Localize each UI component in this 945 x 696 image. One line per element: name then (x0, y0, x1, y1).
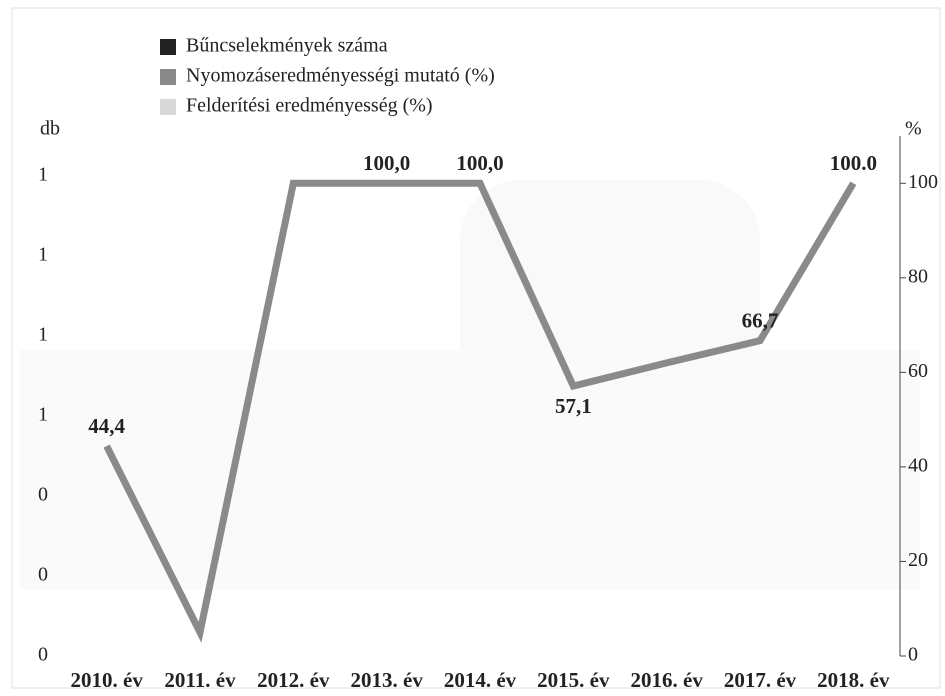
y-tick-label: 0 (38, 564, 48, 586)
x-tick-label: 2018. év (817, 668, 890, 692)
series-line (103, 179, 857, 643)
legend-label: Nyomozáseredményességi mutató (%) (186, 65, 495, 87)
legend-swatch (160, 69, 176, 85)
data-label: 66,7 (742, 309, 779, 333)
y-tick-label: 1 (38, 324, 48, 346)
y-tick-label: 1 (38, 404, 48, 426)
frame (11, 7, 941, 689)
y-axis-label: db (40, 118, 60, 140)
x-tick-label: 2013. év (351, 668, 424, 692)
y2-tick-label: 100 (908, 171, 938, 193)
y2-tick-label: 80 (908, 265, 928, 287)
data-label: 100,0 (456, 151, 503, 175)
x-tick-label: 2014. év (444, 668, 517, 692)
legend-label: Bűncselekmények száma (186, 35, 388, 57)
y-tick-label: 0 (38, 484, 48, 506)
y2-tick-label: 40 (908, 455, 928, 477)
data-label: 57,1 (555, 394, 592, 418)
x-tick-label: 2017. év (724, 668, 797, 692)
y-tick-label: 0 (38, 644, 48, 666)
x-tick-label: 2011. év (164, 668, 236, 692)
x-tick-label: 2010. év (71, 668, 144, 692)
legend-swatch (160, 39, 176, 55)
data-label: 100,0 (363, 151, 410, 175)
y-tick-label: 1 (38, 244, 48, 266)
legend-label: Felderítési eredményesség (%) (186, 95, 433, 117)
x-tick-label: 2012. év (257, 668, 330, 692)
x-tick-label: 2016. év (631, 668, 704, 692)
data-label: 44,4 (88, 414, 125, 438)
y-tick-label: 1 (38, 164, 48, 186)
data-label: 100.0 (830, 151, 877, 175)
y2-axis-label: % (905, 118, 922, 140)
x-tick-label: 2015. év (537, 668, 610, 692)
y2-tick-label: 0 (908, 644, 918, 666)
y2-tick-label: 60 (908, 360, 928, 382)
y2-tick-label: 20 (908, 549, 928, 571)
legend-swatch (160, 99, 176, 115)
